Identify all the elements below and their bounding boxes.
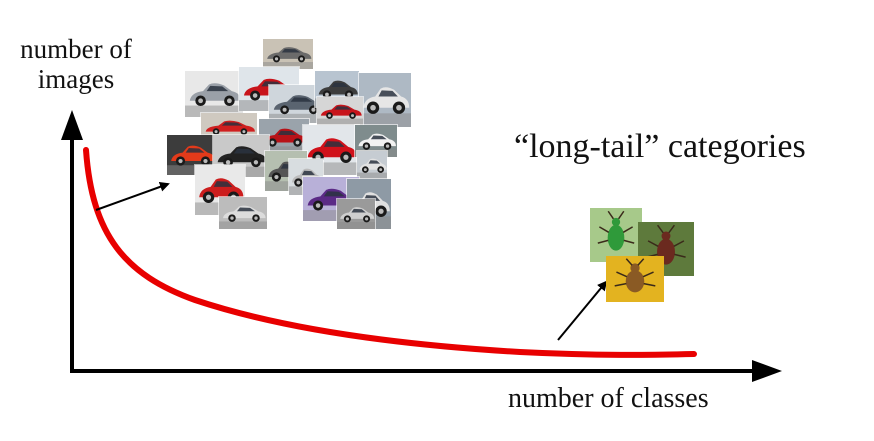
long-tail-annotation: “long-tail” categories	[514, 128, 806, 165]
car-photo-6	[358, 72, 412, 128]
tail-pointer-arrow	[557, 280, 608, 341]
car-photo-12	[166, 134, 218, 176]
long-tail-curve	[83, 147, 697, 358]
car-photo-20	[218, 196, 268, 230]
insect-photo-3	[606, 256, 664, 302]
y-axis-label-line2: images	[37, 64, 115, 94]
insect-photo-1	[590, 208, 642, 262]
car-photo-21	[336, 198, 376, 230]
car-photo-16	[356, 150, 388, 180]
y-axis-arrowhead	[61, 110, 83, 140]
x-axis-arrowhead	[752, 360, 782, 382]
car-photo-7	[316, 96, 364, 126]
y-axis-label: number of images	[2, 34, 150, 94]
y-axis-label-line1: number of	[20, 34, 132, 64]
car-photo-1	[262, 38, 314, 70]
head-pointer-arrow	[95, 182, 170, 211]
car-photo-10	[302, 124, 360, 176]
car-photo-2	[184, 70, 244, 118]
x-axis-label: number of classes	[508, 383, 709, 414]
